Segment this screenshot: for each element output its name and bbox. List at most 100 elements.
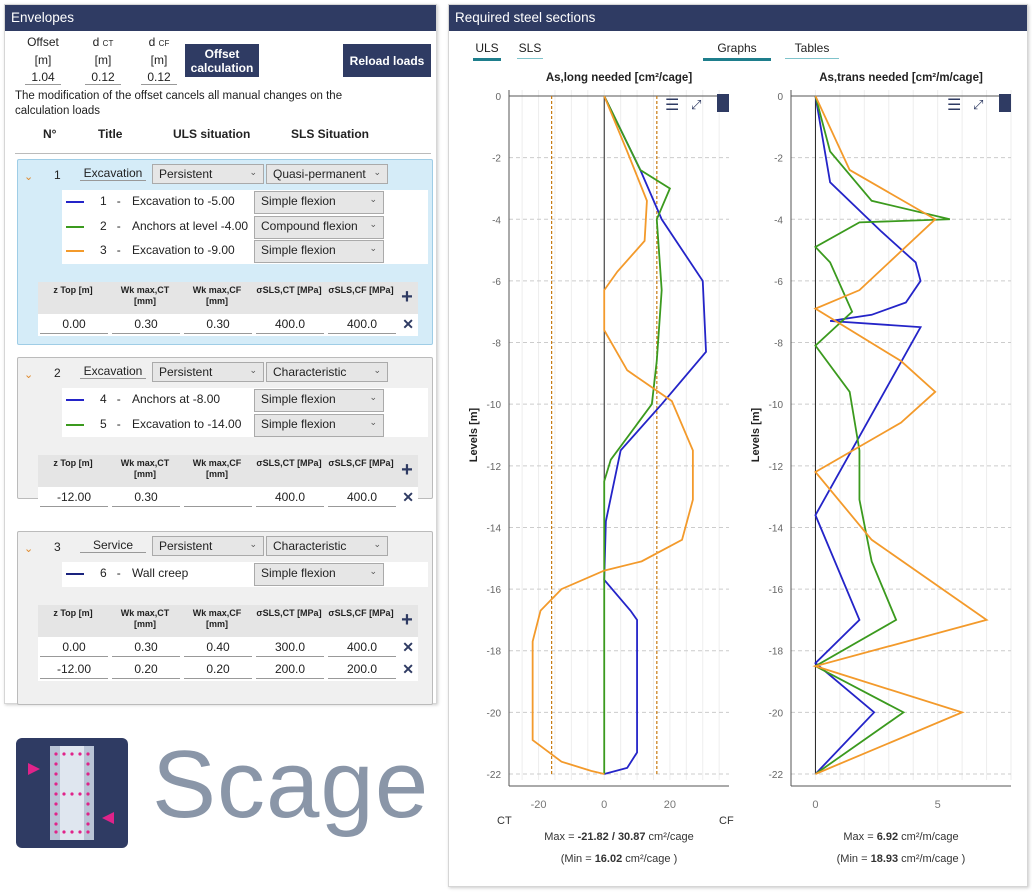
table-cell-input[interactable]: 0.40 bbox=[184, 640, 252, 657]
series-line-3 bbox=[531, 95, 694, 775]
divider bbox=[15, 153, 431, 154]
parameters-table: z Top [m] Wk max,CT [mm] Wk max,CF [mm] σSL… bbox=[38, 604, 418, 681]
chevron-down-icon[interactable]: ⌄ bbox=[24, 171, 34, 183]
column-header: σSLS,CF [MPa] bbox=[328, 284, 394, 295]
table-cell-input[interactable]: 0.30 bbox=[112, 317, 180, 334]
table-cell-input[interactable]: 0.00 bbox=[40, 640, 108, 657]
table-cell-input[interactable]: 0.30 bbox=[112, 640, 180, 657]
table-cell-input[interactable]: 0.00 bbox=[40, 317, 108, 334]
column-header: σSLS,CT [MPa] bbox=[256, 284, 322, 295]
column-header: σSLS,CF [MPa] bbox=[328, 607, 394, 618]
list-item: 2 - Anchors at level -4.00 Compound flex… bbox=[62, 215, 428, 240]
table-cell-input[interactable]: 400.0 bbox=[328, 490, 396, 507]
dcf-label: d CF bbox=[148, 35, 170, 49]
offset-calculation-button[interactable]: Offset calculation bbox=[185, 44, 259, 77]
uls-situation-select[interactable]: Persistent ⌄ bbox=[152, 536, 264, 556]
flexion-type-select[interactable]: Compound flexion ⌄ bbox=[254, 215, 384, 239]
group-title-input[interactable]: Excavation bbox=[80, 166, 146, 181]
legend-list-icon[interactable]: ☰ bbox=[665, 97, 679, 114]
flexion-type-select[interactable]: Simple flexion ⌄ bbox=[254, 389, 384, 412]
sls-situation-select[interactable]: Characteristic ⌄ bbox=[266, 536, 388, 556]
chevron-down-icon[interactable]: ⌄ bbox=[24, 543, 34, 555]
tab-tables[interactable]: Tables bbox=[785, 41, 839, 59]
dcf-input[interactable]: 0.12 bbox=[141, 70, 177, 85]
table-cell-input[interactable]: 0.20 bbox=[112, 662, 180, 679]
dct-input[interactable]: 0.12 bbox=[85, 70, 121, 85]
y-tick-label: -2 bbox=[492, 154, 501, 165]
charts-area: 0-2-4-6-8-10-12-14-16-18-20-22-20 0 20As,l… bbox=[468, 72, 1012, 865]
copy-icon[interactable] bbox=[999, 94, 1011, 112]
y-tick-label: 0 bbox=[777, 92, 783, 103]
sls-situation-select[interactable]: Characteristic ⌄ bbox=[266, 362, 388, 382]
series-color-line bbox=[66, 573, 84, 575]
table-cell-input[interactable]: 0.30 bbox=[112, 490, 180, 507]
min-value-text: (Min = 18.93 cm²/m/cage ) bbox=[837, 853, 966, 865]
table-cell-input[interactable]: 0.30 bbox=[184, 317, 252, 334]
tab-graphs[interactable]: Graphs bbox=[703, 41, 771, 61]
ct-label: CT bbox=[497, 815, 512, 827]
uls-situation-select[interactable]: Persistent ⌄ bbox=[152, 164, 264, 184]
table-cell-input[interactable]: 400.0 bbox=[328, 640, 396, 657]
table-header: z Top [m] Wk max,CT [mm] Wk max,CF [mm] σSL… bbox=[38, 455, 418, 487]
x-tick-label: 20 bbox=[664, 799, 676, 811]
table-cell-input[interactable]: -12.00 bbox=[40, 662, 108, 679]
table-cell-input[interactable]: 400.0 bbox=[256, 490, 324, 507]
column-header: σSLS,CT [MPa] bbox=[256, 607, 322, 618]
table-cell-input[interactable]: 0.20 bbox=[184, 662, 252, 679]
y-tick-label: -2 bbox=[774, 154, 783, 165]
min-value-text: (Min = 16.02 cm²/cage ) bbox=[561, 853, 677, 865]
expand-icon[interactable]: ⤢ bbox=[973, 97, 983, 112]
add-row-icon[interactable]: + bbox=[401, 608, 413, 631]
expand-icon[interactable]: ⤢ bbox=[691, 97, 701, 112]
table-cell-input[interactable]: 300.0 bbox=[256, 640, 324, 657]
y-tick-label: -22 bbox=[487, 770, 502, 781]
chevron-down-icon[interactable]: ⌄ bbox=[24, 369, 34, 381]
series-color-line bbox=[66, 201, 84, 203]
flexion-type-select[interactable]: Simple flexion ⌄ bbox=[254, 191, 384, 214]
table-cell-input[interactable]: 400.0 bbox=[256, 317, 324, 334]
case-list: 1 - Excavation to -5.00 Simple flexion ⌄ … bbox=[62, 190, 428, 264]
table-cell-input[interactable]: 400.0 bbox=[328, 317, 396, 334]
reload-loads-button[interactable]: Reload loads bbox=[343, 44, 431, 77]
delete-row-icon[interactable]: ✕ bbox=[402, 638, 414, 655]
y-tick-label: -18 bbox=[487, 647, 502, 658]
delete-row-icon[interactable]: ✕ bbox=[402, 660, 414, 677]
column-header: σSLS,CF [MPa] bbox=[328, 458, 394, 468]
y-tick-label: -6 bbox=[774, 277, 783, 288]
flexion-type-select[interactable]: Simple flexion ⌄ bbox=[254, 413, 384, 437]
offset-input[interactable]: 1.04 bbox=[25, 70, 61, 85]
y-tick-label: -10 bbox=[487, 400, 502, 411]
parameters-table: z Top [m] Wk max,CT [mm] Wk max,CF [mm] σSL… bbox=[38, 455, 418, 509]
table-cell-input[interactable]: 200.0 bbox=[256, 662, 324, 679]
legend-list-icon[interactable]: ☰ bbox=[947, 97, 961, 114]
series-color-line bbox=[66, 399, 84, 401]
copy-icon[interactable] bbox=[717, 94, 729, 112]
list-item: 1 - Excavation to -5.00 Simple flexion ⌄ bbox=[62, 190, 428, 215]
delete-row-icon[interactable]: ✕ bbox=[402, 315, 414, 332]
table-cell-input[interactable]: -12.00 bbox=[40, 490, 108, 507]
sls-situation-select[interactable]: Quasi-permanent ⌄ bbox=[266, 164, 388, 184]
chevron-down-icon: ⌄ bbox=[249, 539, 257, 549]
table-cell-input[interactable] bbox=[184, 490, 252, 507]
case-number: 6 - bbox=[100, 566, 121, 580]
list-item: 6 - Wall creep Simple flexion ⌄ bbox=[62, 562, 428, 587]
case-number: 4 - bbox=[100, 392, 121, 406]
add-row-icon[interactable]: + bbox=[401, 285, 413, 308]
flexion-type-select[interactable]: Simple flexion ⌄ bbox=[254, 563, 384, 586]
tab-uls[interactable]: ULS bbox=[473, 41, 501, 61]
group-title-input[interactable]: Excavation bbox=[80, 364, 146, 379]
group-title-input[interactable]: Service bbox=[80, 538, 146, 553]
chevron-down-icon: ⌄ bbox=[373, 365, 381, 375]
flexion-type-select[interactable]: Simple flexion ⌄ bbox=[254, 240, 384, 263]
case-title: Wall creep bbox=[132, 566, 189, 580]
chevron-down-icon: ⌄ bbox=[369, 218, 377, 229]
header-n: N° bbox=[43, 127, 57, 141]
envelope-group: ⌄ 2 Excavation Persistent ⌄ Characteristi… bbox=[17, 357, 433, 509]
add-row-icon[interactable]: + bbox=[401, 459, 413, 481]
uls-situation-select[interactable]: Persistent ⌄ bbox=[152, 362, 264, 382]
offset-note: The modification of the offset cancels a… bbox=[15, 90, 343, 117]
tab-sls[interactable]: SLS bbox=[517, 41, 543, 59]
table-cell-input[interactable]: 200.0 bbox=[328, 662, 396, 679]
delete-row-icon[interactable]: ✕ bbox=[402, 489, 414, 505]
dct-unit: [m] bbox=[94, 53, 112, 67]
